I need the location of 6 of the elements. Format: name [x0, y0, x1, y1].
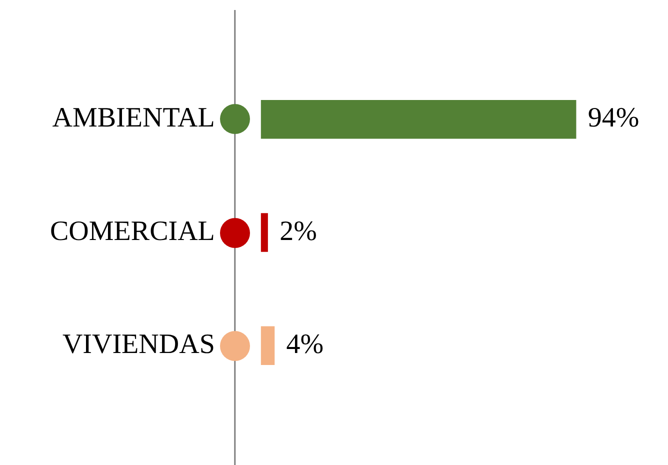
- data-label: 94%: [588, 102, 640, 134]
- y-tick-label: VIVIENDAS: [62, 328, 215, 360]
- data-label: 2%: [280, 216, 317, 247]
- y-tick-label: AMBIENTAL: [52, 102, 215, 134]
- y-tick-label: COMERCIAL: [50, 216, 215, 247]
- data-label: 4%: [286, 328, 324, 360]
